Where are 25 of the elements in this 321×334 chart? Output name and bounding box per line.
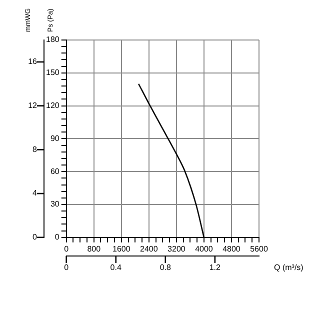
y2-tick-label: 0 [32, 232, 38, 242]
y-tick-label: 180 [46, 35, 60, 44]
y-tick-label: 90 [50, 134, 60, 143]
x-tick-label: 4800 [222, 244, 241, 254]
x2-axis-title: Q (m³/s) [274, 263, 304, 272]
x2-tick-label: 0.4 [110, 263, 122, 272]
x-tick-label: 5600 [250, 244, 268, 254]
x-tick-label: 1600 [112, 244, 131, 254]
y2-tick-label: 8 [32, 144, 38, 154]
y-tick-label: 120 [46, 101, 60, 110]
y-tick-label: 60 [50, 166, 60, 176]
x2-tick-label: 0.8 [160, 263, 172, 272]
y-tick-label: 0 [54, 232, 60, 242]
y2-tick-label: 12 [28, 101, 38, 110]
x-tick-label: 0 [64, 244, 70, 254]
x-tick-label: 3200 [168, 244, 186, 254]
x-tick-label: 4000 [195, 244, 214, 254]
y2-tick-label: 16 [28, 57, 38, 66]
y-tick-label: 30 [50, 200, 60, 209]
x2-tick-label: 0 [64, 263, 70, 272]
x2-tick-label: 1.2 [209, 263, 222, 272]
y2-tick-label: 4 [32, 188, 38, 198]
y-tick-label: 150 [46, 68, 60, 78]
x-tick-label: 2400 [140, 244, 158, 254]
x-tick-label: 800 [87, 244, 102, 254]
